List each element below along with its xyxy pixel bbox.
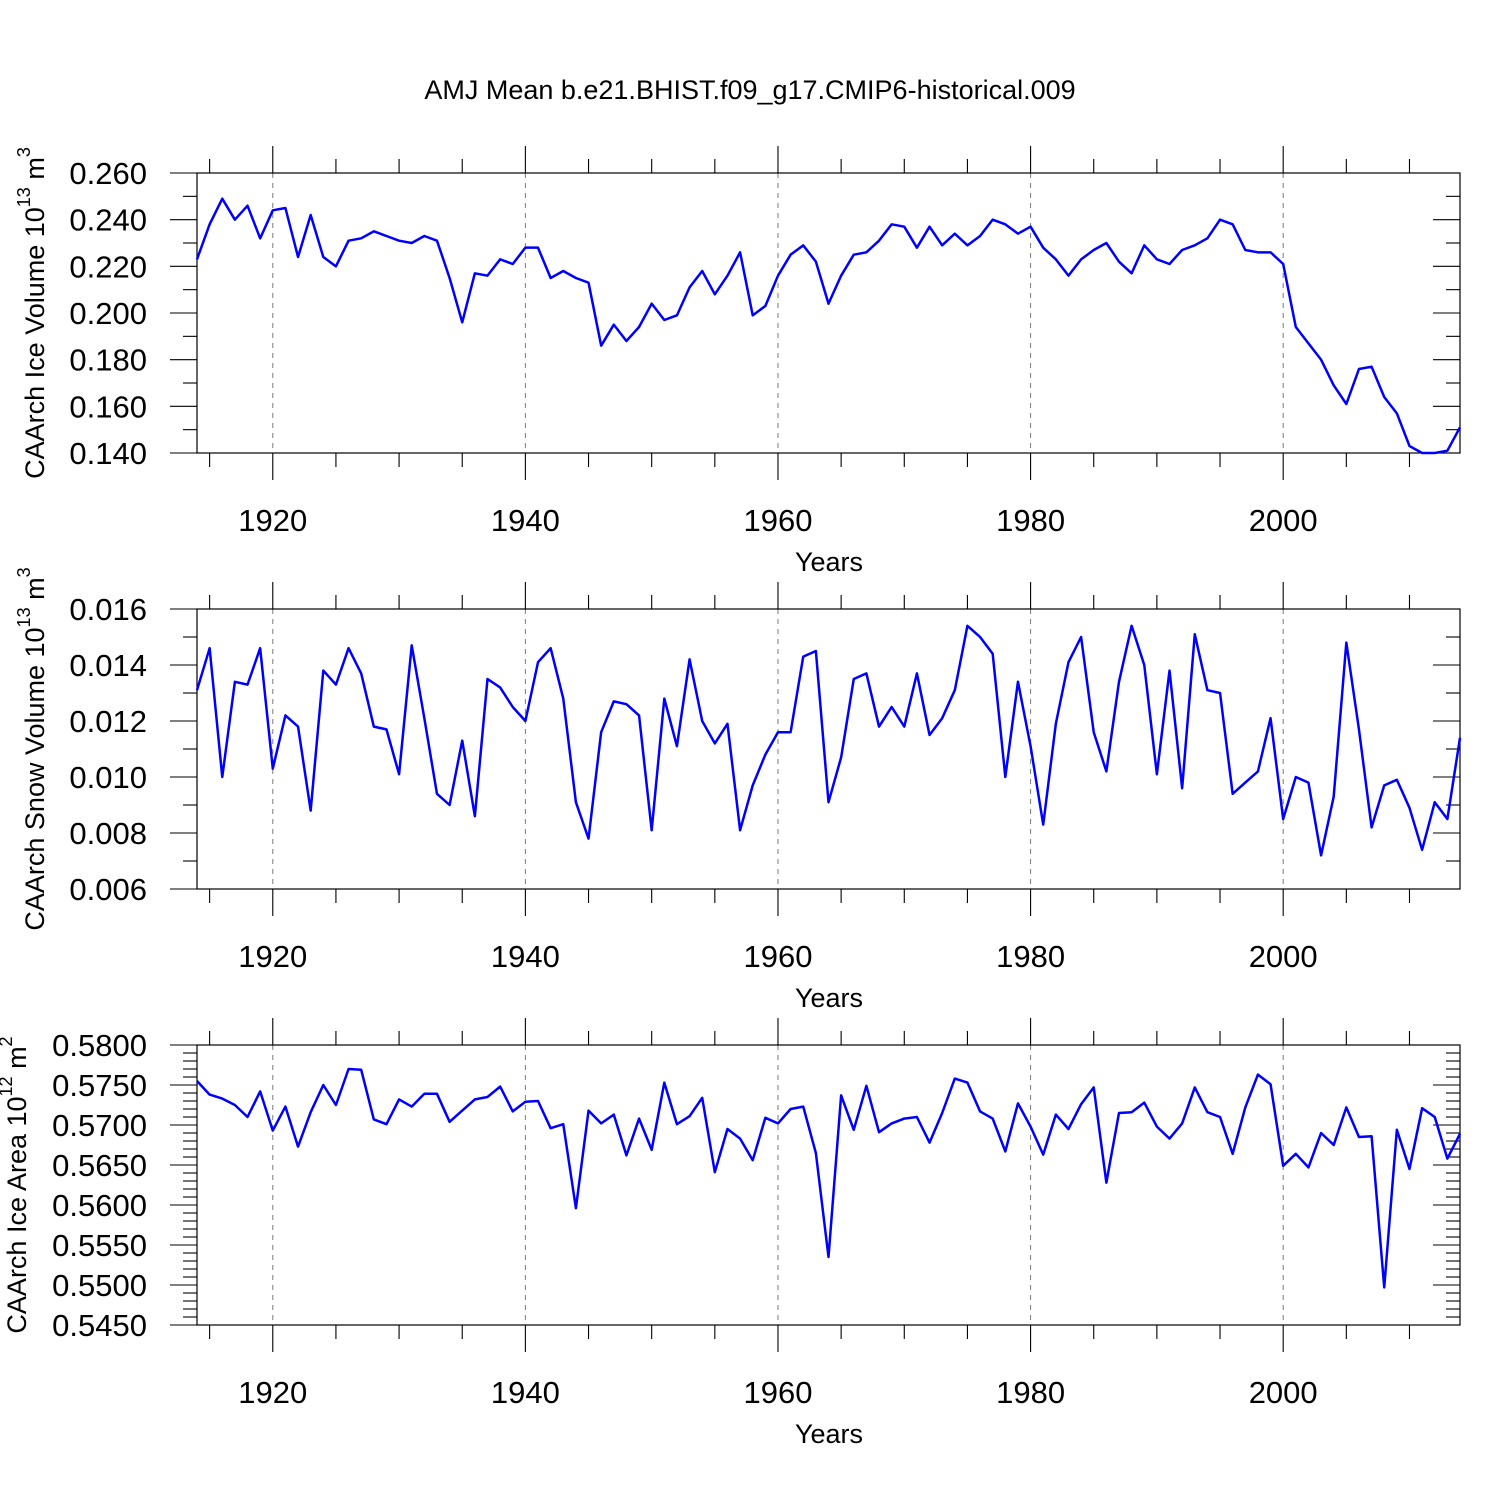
x-tick-label: 1960 [743,1375,812,1410]
y-axis-unit-symbol: m [20,157,50,187]
y-tick-label: 0.5600 [52,1188,147,1223]
y-axis-unit-symbol-exponent: 2 [0,1036,16,1046]
x-tick-label: 2000 [1249,939,1318,974]
x-tick-label: 2000 [1249,1375,1318,1410]
y-tick-label: 0.006 [69,872,147,907]
chart-title: AMJ Mean b.e21.BHIST.f09_g17.CMIP6-histo… [424,75,1075,105]
x-axis-label: Years [795,547,863,577]
x-tick-label: 1980 [996,503,1065,538]
y-axis-unit-symbol: m [20,577,50,607]
panels: 0.140 0.160 0.180 0.200 0.220 0.240 0.260 1920 1… [0,146,1462,1449]
y-tick-label: 0.5500 [52,1268,147,1303]
x-tick-label: 1920 [238,939,307,974]
x-tick-label: 1920 [238,503,307,538]
y-tick-label: 0.160 [69,389,147,424]
y-tick-label: 0.200 [69,296,147,331]
x-tick-label: 1980 [996,1375,1065,1410]
y-tick-label: 0.5650 [52,1148,147,1183]
y-axis-label: CAArch Ice Area 1012 m2 [0,1036,32,1333]
plot-frame [196,608,1461,890]
x-axis-label: Years [795,983,863,1013]
x-tick-label: 1940 [491,503,560,538]
y-axis-unit-exponent: 13 [14,187,34,207]
y-axis-unit-symbol-exponent: 3 [14,567,34,577]
y-tick-label: 0.140 [69,436,147,471]
series-line [195,624,1462,857]
y-tick-label: 0.240 [69,203,147,238]
y-tick-label: 0.012 [69,704,147,739]
y-tick-label: 0.016 [69,592,147,627]
y-tick-label: 0.5800 [52,1028,147,1063]
y-axis-label: CAArch Ice Volume 1013 m3 [14,147,50,479]
y-axis-unit-symbol: m [2,1046,32,1076]
panel-3: 0.5450 0.5500 0.5550 0.5600 0.5650 0.5700 0.57… [0,1018,1462,1449]
x-tick-label: 1940 [491,939,560,974]
y-tick-label: 0.220 [69,249,147,284]
series-line [195,197,1462,455]
x-tick-label: 1960 [743,503,812,538]
panel-2: 0.006 0.008 0.010 0.012 0.014 0.016 1920 1940 19… [14,567,1462,1013]
x-tick-label: 2000 [1249,503,1318,538]
y-tick-label: 0.5700 [52,1108,147,1143]
plot-frame [196,1044,1461,1326]
x-axis-label: Years [795,1419,863,1449]
y-tick-label: 0.180 [69,343,147,378]
y-axis-label-text: CAArch Ice Area 10 [2,1096,32,1333]
y-axis-unit-symbol-exponent: 3 [14,147,34,157]
y-axis-unit-exponent: 13 [14,607,34,627]
y-tick-label: 0.5450 [52,1308,147,1343]
x-tick-label: 1920 [238,1375,307,1410]
x-tick-label: 1980 [996,939,1065,974]
y-tick-label: 0.5550 [52,1228,147,1263]
y-axis-label-text: CAArch Ice Volume 10 [20,207,50,479]
y-tick-label: 0.260 [69,156,147,191]
y-axis-unit-exponent: 12 [0,1076,16,1096]
y-tick-label: 0.014 [69,648,147,683]
y-axis-label: CAArch Snow Volume 1013 m3 [14,567,50,930]
series-line [196,1067,1462,1289]
y-tick-label: 0.5750 [52,1068,147,1103]
x-tick-label: 1940 [491,1375,560,1410]
y-axis-label-text: CAArch Snow Volume 10 [20,627,50,930]
y-tick-label: 0.010 [69,760,147,795]
panel-1: 0.140 0.160 0.180 0.200 0.220 0.240 0.260 1920 1… [14,146,1462,577]
plot-frame [196,172,1461,454]
x-tick-label: 1960 [743,939,812,974]
y-tick-label: 0.008 [69,816,147,851]
